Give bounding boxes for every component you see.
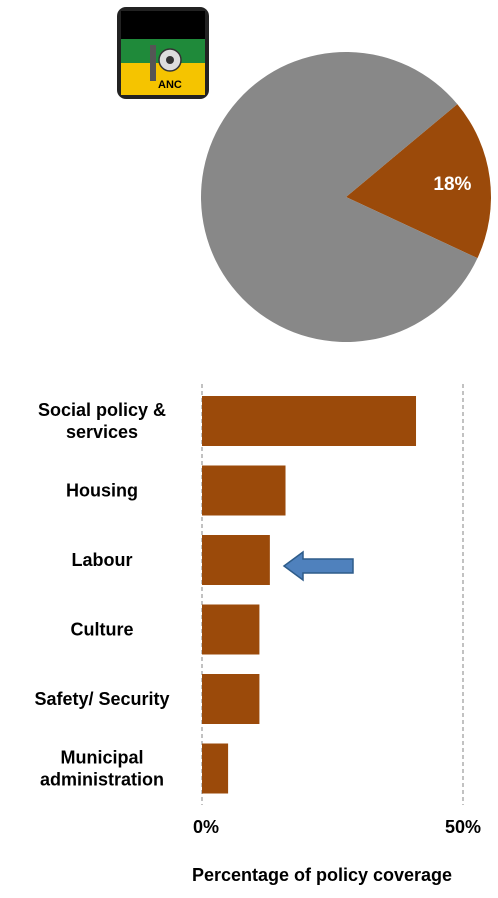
category-label-5-line0: Municipal xyxy=(60,748,143,768)
bar-1 xyxy=(202,465,286,516)
category-label-0-line0: Social policy & xyxy=(38,400,166,420)
bar-2 xyxy=(202,535,270,585)
pie-chart: 18% xyxy=(200,51,491,343)
category-label-1: Housing xyxy=(66,481,138,501)
pie-slice-highlight xyxy=(346,104,491,259)
category-label-2: Labour xyxy=(72,550,133,570)
anc-logo: ANC xyxy=(117,7,209,99)
category-label-3: Culture xyxy=(71,620,134,640)
logo-wheel-hub-icon xyxy=(166,56,174,64)
category-label-4: Safety/ Security xyxy=(34,689,169,709)
x-tick-label-1: 50% xyxy=(445,817,481,837)
highlight-arrow-icon xyxy=(282,550,354,582)
x-tick-label-0: 0% xyxy=(193,817,219,837)
logo-band-black xyxy=(121,11,205,39)
bar-4 xyxy=(202,674,260,724)
bar-0 xyxy=(202,396,417,446)
pie-slice-rest xyxy=(200,51,478,343)
logo-text: ANC xyxy=(158,79,182,91)
x-axis-title: Percentage of policy coverage xyxy=(192,865,452,885)
pie-slice-label: 18% xyxy=(433,174,471,195)
bar-3 xyxy=(202,604,260,655)
category-label-5-line1: administration xyxy=(40,770,164,790)
bar-chart: Social policy &services Housing Labour Cult… xyxy=(34,384,481,885)
category-label-0-line1: services xyxy=(66,422,138,442)
logo-spear-icon xyxy=(150,45,156,81)
bar-5 xyxy=(202,743,229,794)
